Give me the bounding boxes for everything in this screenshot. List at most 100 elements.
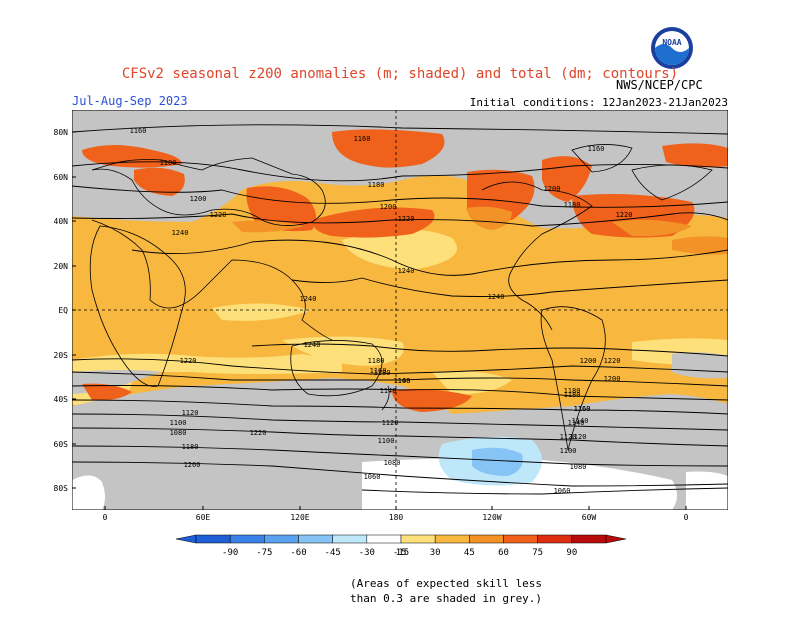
colorbar-arrow-right bbox=[605, 534, 627, 544]
latitude-label: EQ bbox=[58, 306, 68, 315]
colorbar-swatch bbox=[434, 534, 470, 544]
svg-text:1140: 1140 bbox=[380, 387, 397, 395]
contour-label: 1140 bbox=[572, 417, 589, 425]
svg-text:1220: 1220 bbox=[616, 211, 633, 219]
contour-label: 1120 bbox=[570, 433, 587, 441]
colorbar-tick-label: 15 bbox=[396, 548, 407, 558]
contour-label: 1080 bbox=[384, 459, 401, 467]
contour-label: 1180 bbox=[160, 159, 177, 167]
colorbar-swatch bbox=[298, 534, 333, 544]
svg-text:1160: 1160 bbox=[354, 135, 371, 143]
contour-label: 1240 bbox=[300, 295, 317, 303]
contour-label: 1200 bbox=[184, 461, 201, 469]
latitude-label: 80S bbox=[54, 484, 69, 493]
contour-label: 1180 bbox=[564, 391, 581, 399]
colorbar-tick-label: -15 bbox=[393, 548, 409, 558]
contour-label: 1220 bbox=[250, 429, 267, 437]
latitude-label: 60S bbox=[54, 440, 69, 449]
svg-text:1100: 1100 bbox=[170, 419, 187, 427]
svg-text:1220: 1220 bbox=[398, 215, 415, 223]
svg-text:1200: 1200 bbox=[184, 461, 201, 469]
chart-title: CFSv2 seasonal z200 anomalies (m; shaded… bbox=[121, 66, 679, 82]
latitude-label: 40S bbox=[54, 395, 69, 404]
svg-text:1240: 1240 bbox=[300, 295, 317, 303]
contour-label: 1220 bbox=[398, 215, 415, 223]
footnote-line-1: (Areas of expected skill less bbox=[350, 577, 543, 590]
svg-text:1220: 1220 bbox=[210, 211, 227, 219]
anomaly-45-60-areas bbox=[232, 206, 728, 255]
contour-label: 1140 bbox=[380, 387, 397, 395]
svg-text:1240: 1240 bbox=[304, 341, 321, 349]
svg-text:1060: 1060 bbox=[554, 487, 571, 495]
colorbar-tick-label: 45 bbox=[464, 548, 475, 558]
svg-text:1220: 1220 bbox=[180, 357, 197, 365]
longitude-label: 180 bbox=[389, 513, 404, 522]
colorbar-swatch bbox=[537, 534, 573, 544]
svg-text:1080: 1080 bbox=[570, 463, 587, 471]
contour-label: 1120 bbox=[182, 409, 199, 417]
contour-label: 1200 bbox=[580, 357, 597, 365]
svg-text:1160: 1160 bbox=[370, 367, 387, 375]
svg-text:1240: 1240 bbox=[488, 293, 505, 301]
organization-label: NWS/NCEP/CPC bbox=[616, 78, 703, 92]
latitude-label: 40N bbox=[54, 217, 69, 226]
svg-text:1200: 1200 bbox=[580, 357, 597, 365]
colorbar-swatch bbox=[571, 534, 607, 544]
colorbar-tick-label: -45 bbox=[325, 548, 341, 558]
svg-text:1160: 1160 bbox=[394, 377, 411, 385]
colorbar-swatch bbox=[332, 534, 368, 544]
colorbar-tick-label: -60 bbox=[290, 548, 306, 558]
contour-label: 1140 bbox=[394, 377, 411, 385]
colorbar-tick-label: -90 bbox=[222, 548, 238, 558]
svg-text:1160: 1160 bbox=[574, 405, 591, 413]
longitude-label: 60W bbox=[582, 513, 597, 522]
colorbar-tick-label: 75 bbox=[532, 548, 543, 558]
anomaly-map: 1160118011601160118012001220124012001180… bbox=[72, 110, 728, 510]
colorbar-swatch bbox=[400, 534, 436, 544]
contour-label: 1220 bbox=[180, 357, 197, 365]
longitude-label: 120W bbox=[482, 513, 501, 522]
longitude-label: 60E bbox=[196, 513, 211, 522]
contour-label: 1220 bbox=[604, 357, 621, 365]
svg-text:1180: 1180 bbox=[564, 387, 581, 395]
contour-label: 1200 bbox=[190, 195, 207, 203]
contour-label: 1180 bbox=[564, 387, 581, 395]
contour-label: 1100 bbox=[560, 447, 577, 455]
contour-label: 1220 bbox=[616, 211, 633, 219]
contour-label: 1180 bbox=[564, 201, 581, 209]
season-label: Jul-Aug-Sep 2023 bbox=[72, 94, 188, 108]
skill-footnote: (Areas of expected skill less than 0.3 a… bbox=[350, 576, 542, 606]
contour-label: 1220 bbox=[210, 211, 227, 219]
colorbar-tick-label: 30 bbox=[430, 548, 441, 558]
svg-text:1100: 1100 bbox=[560, 447, 577, 455]
latitude-label: 20S bbox=[54, 351, 69, 360]
contour-label: 1200 bbox=[604, 375, 621, 383]
contour-label: 1240 bbox=[304, 341, 321, 349]
contour-label: 1200 bbox=[544, 185, 561, 193]
contour-label: 1160 bbox=[130, 127, 147, 135]
contour-labels: 1160118011601160118012001220124012001180… bbox=[130, 127, 633, 495]
colorbar-tick-label: 90 bbox=[566, 548, 577, 558]
svg-text:1200: 1200 bbox=[380, 203, 397, 211]
svg-text:1180: 1180 bbox=[160, 159, 177, 167]
longitude-label: 120E bbox=[290, 513, 309, 522]
contour-label: 1160 bbox=[574, 405, 591, 413]
latitude-labels: 80N 60N 40N 20N EQ 20S 40S 60S 80S bbox=[54, 128, 76, 493]
colorbar-swatch bbox=[264, 534, 299, 544]
svg-text:1200: 1200 bbox=[604, 375, 621, 383]
contour-label: 1160 bbox=[574, 405, 591, 413]
coastlines bbox=[89, 144, 713, 451]
svg-text:1160: 1160 bbox=[574, 405, 591, 413]
svg-text:1120: 1120 bbox=[382, 419, 399, 427]
svg-text:1200: 1200 bbox=[544, 185, 561, 193]
contour-label: 1120 bbox=[382, 419, 399, 427]
initial-conditions-label: Initial conditions: 12Jan2023-21Jan2023 bbox=[469, 96, 728, 109]
colorbar-swatch bbox=[229, 534, 265, 544]
contour-label: 1180 bbox=[374, 369, 391, 377]
contour-label: 1080 bbox=[570, 463, 587, 471]
svg-text:1120: 1120 bbox=[182, 409, 199, 417]
svg-text:1180: 1180 bbox=[182, 443, 199, 451]
svg-text:1060: 1060 bbox=[364, 473, 381, 481]
